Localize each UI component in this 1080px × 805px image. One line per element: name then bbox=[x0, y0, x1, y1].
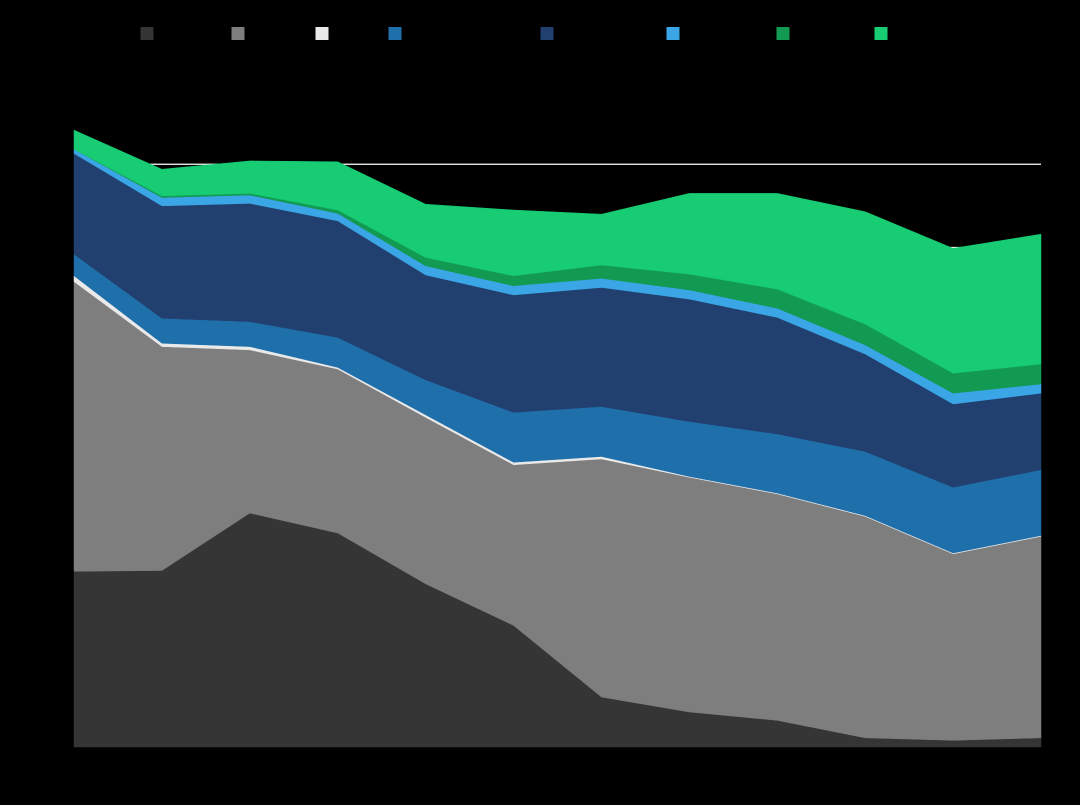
plot-area bbox=[73, 129, 1042, 748]
legend-item-2 bbox=[231, 27, 245, 40]
legend-item-3 bbox=[315, 27, 329, 40]
legend-swatch-8 bbox=[874, 27, 888, 40]
area-series-8 bbox=[73, 129, 1042, 374]
legend-item-4 bbox=[388, 27, 402, 40]
legend-swatch-3 bbox=[315, 27, 329, 40]
legend-swatch-7 bbox=[776, 27, 790, 40]
legend-swatch-5 bbox=[540, 27, 554, 40]
legend-swatch-1 bbox=[140, 27, 154, 40]
legend-swatch-4 bbox=[388, 27, 402, 40]
legend bbox=[140, 27, 888, 40]
legend-swatch-6 bbox=[666, 27, 680, 40]
legend-item-6 bbox=[666, 27, 680, 40]
legend-item-7 bbox=[776, 27, 790, 40]
legend-item-5 bbox=[540, 27, 554, 40]
legend-item-1 bbox=[140, 27, 154, 40]
legend-item-8 bbox=[874, 27, 888, 40]
legend-swatch-2 bbox=[231, 27, 245, 40]
